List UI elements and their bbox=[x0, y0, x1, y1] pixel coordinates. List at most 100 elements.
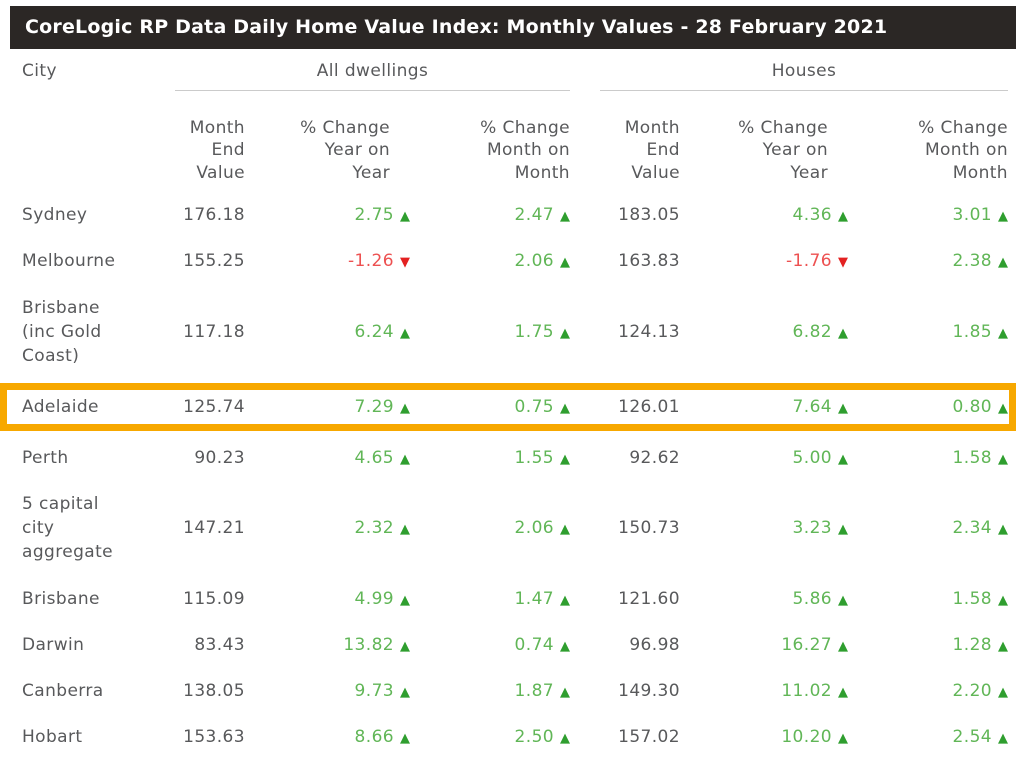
month-end-value-all-cell: 125.74 bbox=[160, 395, 245, 419]
table-row: Hobart 153.63 8.66 ▲ 2.50 ▲ 157.02 10.20 ▲ 2.54 ▲ bbox=[0, 714, 1016, 760]
up-triangle-icon: ▲ bbox=[998, 209, 1008, 225]
up-triangle-icon: ▲ bbox=[400, 325, 410, 341]
value-text: 149.30 bbox=[618, 680, 680, 701]
pct-change-yoy-all-cell: 4.65 ▲ bbox=[245, 446, 410, 470]
up-triangle-icon: ▲ bbox=[838, 209, 848, 225]
up-triangle-icon: ▲ bbox=[998, 255, 1008, 271]
up-triangle-icon: ▲ bbox=[998, 638, 1008, 654]
up-triangle-icon: ▲ bbox=[998, 452, 1008, 468]
col-header-month-end-value-all: Month End Value bbox=[189, 118, 245, 183]
value-text: 2.47 bbox=[514, 205, 554, 226]
up-triangle-icon: ▲ bbox=[400, 730, 410, 746]
month-end-value-all-cell: 176.18 bbox=[160, 203, 245, 227]
up-triangle-icon: ▲ bbox=[838, 592, 848, 608]
pct-change-mom-houses-cell: 2.20 ▲ bbox=[848, 679, 1008, 703]
pct-change-yoy-houses-cell: -1.76 ▼ bbox=[680, 249, 848, 273]
value-text: 2.06 bbox=[514, 251, 554, 272]
table-row: Melbourne 155.25 -1.26 ▼ 2.06 ▲ 163.83 -1.76 ▼ 2.… bbox=[0, 238, 1016, 284]
city-cell: Perth bbox=[22, 448, 69, 469]
month-end-value-houses-cell: 149.30 bbox=[570, 679, 680, 703]
pct-change-yoy-all-cell: 6.24 ▲ bbox=[245, 320, 410, 344]
month-end-value-houses-cell: 150.73 bbox=[570, 516, 680, 540]
city-cell: Hobart bbox=[22, 726, 83, 747]
value-text: 2.54 bbox=[952, 726, 992, 747]
value-text: 4.65 bbox=[354, 448, 394, 469]
up-triangle-icon: ▲ bbox=[998, 400, 1008, 416]
up-triangle-icon: ▲ bbox=[838, 452, 848, 468]
month-end-value-all-cell: 153.63 bbox=[160, 725, 245, 749]
month-end-value-houses-cell: 124.13 bbox=[570, 320, 680, 344]
col-header-pct-change-mom-all: % Change Month on Month bbox=[480, 118, 570, 183]
pct-change-mom-houses-cell: 1.58 ▲ bbox=[848, 446, 1008, 470]
up-triangle-icon: ▲ bbox=[400, 592, 410, 608]
value-text: 92.62 bbox=[629, 448, 680, 469]
pct-change-mom-houses-cell: 2.34 ▲ bbox=[848, 516, 1008, 540]
value-text: 1.75 bbox=[514, 321, 554, 342]
value-text: -1.76 bbox=[786, 251, 832, 272]
group-header-all-dwellings: All dwellings bbox=[175, 61, 570, 91]
month-end-value-all-cell: 90.23 bbox=[160, 446, 245, 470]
value-text: 11.02 bbox=[781, 680, 832, 701]
value-text: 147.21 bbox=[183, 518, 245, 539]
value-text: 5.00 bbox=[792, 448, 832, 469]
pct-change-yoy-houses-cell: 16.27 ▲ bbox=[680, 633, 848, 657]
up-triangle-icon: ▲ bbox=[560, 255, 570, 271]
pct-change-mom-all-cell: 2.50 ▲ bbox=[410, 725, 570, 749]
value-text: 150.73 bbox=[618, 518, 680, 539]
pct-change-mom-houses-cell: 2.54 ▲ bbox=[848, 725, 1008, 749]
pct-change-mom-houses-cell: 0.80 ▲ bbox=[848, 395, 1008, 419]
pct-change-mom-all-cell: 1.47 ▲ bbox=[410, 587, 570, 611]
pct-change-yoy-houses-cell: 4.36 ▲ bbox=[680, 203, 848, 227]
pct-change-mom-all-cell: 0.75 ▲ bbox=[410, 395, 570, 419]
col-header-month-end-value-houses: Month End Value bbox=[624, 118, 680, 183]
table-title-bar: CoreLogic RP Data Daily Home Value Index… bbox=[10, 6, 1016, 49]
pct-change-yoy-all-cell: 7.29 ▲ bbox=[245, 395, 410, 419]
col-header-pct-change-yoy-houses: % Change Year on Year bbox=[738, 118, 828, 183]
value-text: 3.23 bbox=[792, 518, 832, 539]
month-end-value-all-cell: 117.18 bbox=[160, 320, 245, 344]
up-triangle-icon: ▲ bbox=[838, 400, 848, 416]
up-triangle-icon: ▲ bbox=[998, 730, 1008, 746]
city-cell: Melbourne bbox=[22, 251, 116, 272]
table-row: Brisbane (inc Gold Coast) 117.18 6.24 ▲ 1.75… bbox=[0, 285, 1016, 379]
up-triangle-icon: ▲ bbox=[838, 522, 848, 538]
city-cell: Brisbane (inc Gold Coast) bbox=[22, 297, 102, 366]
value-text: 7.64 bbox=[792, 396, 832, 417]
pct-change-mom-houses-cell: 1.28 ▲ bbox=[848, 633, 1008, 657]
value-text: 155.25 bbox=[183, 251, 245, 272]
value-text: 4.99 bbox=[354, 588, 394, 609]
up-triangle-icon: ▲ bbox=[400, 522, 410, 538]
pct-change-mom-all-cell: 0.74 ▲ bbox=[410, 633, 570, 657]
up-triangle-icon: ▲ bbox=[560, 452, 570, 468]
pct-change-mom-houses-cell: 1.58 ▲ bbox=[848, 587, 1008, 611]
month-end-value-houses-cell: 157.02 bbox=[570, 725, 680, 749]
up-triangle-icon: ▲ bbox=[400, 400, 410, 416]
value-text: 90.23 bbox=[194, 448, 245, 469]
pct-change-yoy-houses-cell: 5.00 ▲ bbox=[680, 446, 848, 470]
value-text: 0.74 bbox=[514, 634, 554, 655]
up-triangle-icon: ▲ bbox=[560, 684, 570, 700]
pct-change-yoy-houses-cell: 6.82 ▲ bbox=[680, 320, 848, 344]
value-text: 8.66 bbox=[354, 726, 394, 747]
pct-change-yoy-houses-cell: 11.02 ▲ bbox=[680, 679, 848, 703]
up-triangle-icon: ▲ bbox=[400, 684, 410, 700]
up-triangle-icon: ▲ bbox=[400, 452, 410, 468]
month-end-value-houses-cell: 163.83 bbox=[570, 249, 680, 273]
city-cell: Sydney bbox=[22, 205, 88, 226]
value-text: 96.98 bbox=[629, 634, 680, 655]
up-triangle-icon: ▲ bbox=[560, 325, 570, 341]
value-text: 1.58 bbox=[952, 588, 992, 609]
city-cell: 5 capital city aggregate bbox=[22, 494, 114, 563]
pct-change-yoy-houses-cell: 5.86 ▲ bbox=[680, 587, 848, 611]
month-end-value-all-cell: 155.25 bbox=[160, 249, 245, 273]
pct-change-yoy-all-cell: 9.73 ▲ bbox=[245, 679, 410, 703]
up-triangle-icon: ▲ bbox=[560, 209, 570, 225]
month-end-value-houses-cell: 126.01 bbox=[570, 395, 680, 419]
group-header-row: City All dwellings Houses bbox=[0, 61, 1016, 91]
value-text: 1.85 bbox=[952, 321, 992, 342]
value-text: 153.63 bbox=[183, 726, 245, 747]
value-text: 1.28 bbox=[952, 634, 992, 655]
pct-change-yoy-all-cell: 13.82 ▲ bbox=[245, 633, 410, 657]
table-title: CoreLogic RP Data Daily Home Value Index… bbox=[25, 16, 888, 38]
value-text: 1.47 bbox=[514, 588, 554, 609]
